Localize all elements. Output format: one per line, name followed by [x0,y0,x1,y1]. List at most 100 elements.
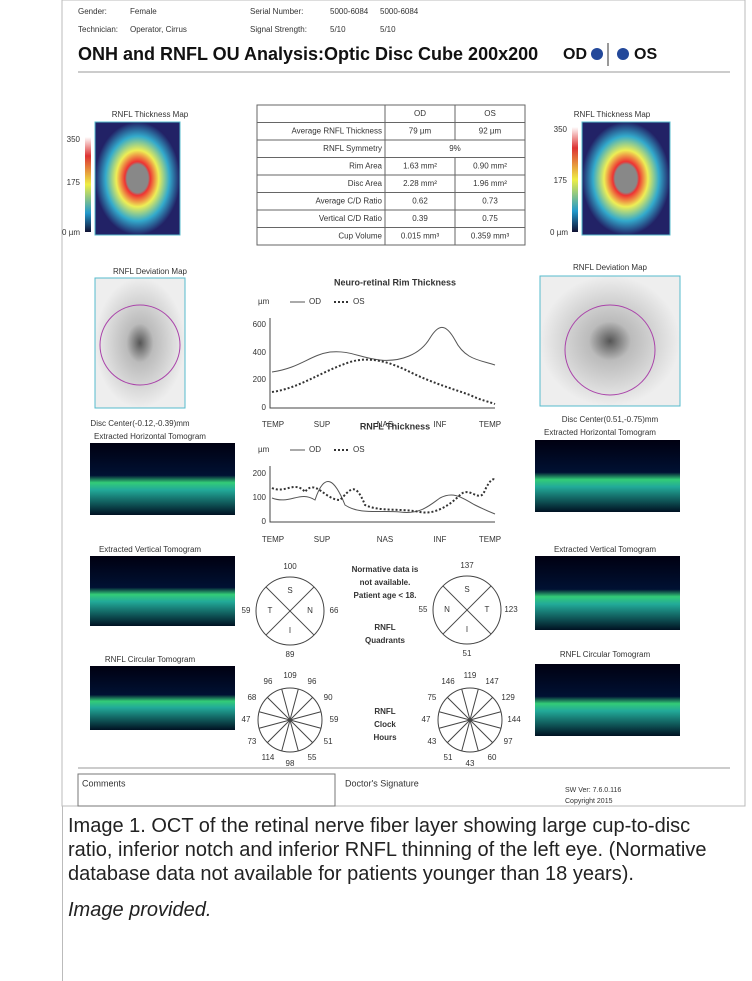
tomogram-label: RNFL Circular Tomogram [560,650,651,659]
legend-text: OD [309,297,321,306]
x-label: SUP [314,535,330,544]
quadrant-letter: N [444,605,450,614]
tomogram-label: Extracted Horizontal Tomogram [94,432,206,441]
clock-value: 47 [422,715,431,724]
disc-center: Disc Center(0.51,-0.75)mm [562,415,659,424]
header-text: 5/10 [330,25,346,34]
quadrant-letter: T [485,605,490,614]
cell: 0.39 [412,214,428,223]
clock-value: 73 [247,737,256,746]
quadrant-letter: S [287,586,292,595]
row-label: Cup Volume [338,231,382,240]
cell: 9% [449,144,461,153]
header-text: 5000-6084 [330,7,369,16]
cell: 92 µm [479,126,502,135]
clock-value: 114 [262,753,275,762]
header-text: Female [130,7,157,16]
version: SW Ver: 7.6.0.116 [565,787,621,794]
x-label: TEMP [262,420,284,429]
report-figure: Gender: Female Serial Number: 5000-6084 … [0,0,752,810]
note: Normative data is [352,565,419,574]
row-label: Vertical C/D Ratio [319,214,383,223]
tick-label: 400 [253,348,267,357]
note: not available. [360,578,411,587]
header-text: 5000-6084 [380,7,419,16]
quadrant-label: Quadrants [365,636,406,645]
cell: 0.90 mm² [473,161,507,170]
tomogram-label: Extracted Horizontal Tomogram [544,428,656,437]
color-scale [85,137,91,232]
cell: 0.75 [482,214,498,223]
credit: Image provided. [68,898,718,922]
quadrant-value: 100 [283,562,297,571]
clock-value: 144 [507,715,521,724]
clock-value: 98 [286,759,295,768]
caption-block: Image 1. OCT of the retinal nerve fiber … [68,814,718,934]
clock-value: 47 [242,715,251,724]
quadrant-value: 59 [242,606,251,615]
cell: 79 µm [409,126,432,135]
clock-value: 51 [444,753,453,762]
signature: Doctor's Signature [345,778,419,788]
table-header: OS [484,109,496,118]
quadrant-letter: T [268,606,273,615]
tomogram-image [90,556,235,626]
clock-value: 55 [308,753,317,762]
tick-label: 600 [253,320,267,329]
quadrant-value: 89 [286,650,295,659]
clock-value: 97 [504,737,513,746]
quadrant-letter: S [464,585,469,594]
map-label: RNFL Deviation Map [573,263,648,272]
tomogram-label: Extracted Vertical Tomogram [99,545,201,554]
header-text: Technician: [78,25,118,34]
clock-value: 90 [324,693,333,702]
clock-value: 96 [308,677,317,686]
disc-center: Disc Center(-0.12,-0.39)mm [90,419,189,428]
clock-value: 43 [466,759,475,768]
quadrant-label: RNFL [374,623,395,632]
tick-label: 200 [253,469,267,478]
quadrant-letter: I [466,625,468,634]
header-text: Operator, Cirrus [130,25,187,34]
page: { "header":{"rows":[["Gender:","Female",… [0,0,752,981]
cell: 0.015 mm³ [401,231,440,240]
clock-value: 129 [501,693,515,702]
tick-label: 100 [253,493,267,502]
table-header: OD [414,109,426,118]
clock-value: 96 [264,677,273,686]
report-title: ONH and RNFL OU Analysis:Optic Disc Cube… [78,44,538,64]
thickness-map-image [95,122,180,235]
quadrant-value: 51 [463,649,472,658]
tomogram-image [535,440,680,512]
quadrant-letter: N [307,606,313,615]
legend-text: OD [309,445,321,454]
quadrant-value: 123 [504,605,518,614]
map-label: RNFL Thickness Map [112,110,189,119]
tick-label: 0 [262,517,267,526]
cell: 2.28 mm² [403,179,437,188]
cell: 0.73 [482,196,498,205]
eye-dot [591,48,603,60]
unit: µm [258,445,270,454]
tomogram-image [90,443,235,515]
tomogram-image [535,664,680,736]
quadrant-value: 137 [460,561,474,570]
clock-value: 51 [324,737,333,746]
chart-title: Neuro-retinal Rim Thickness [334,277,456,287]
cell: 1.63 mm² [403,161,437,170]
clock-value: 60 [488,753,497,762]
scale-label: 350 [67,135,81,144]
x-label: SUP [314,420,330,429]
chart-title: RNFL Thickness [360,421,430,431]
clock-value: 147 [485,677,499,686]
eye-os: OS [634,46,657,63]
header-text: Serial Number: [250,7,303,16]
tick-label: 200 [253,375,267,384]
clock-label: Hours [373,733,397,742]
clock-value: 75 [427,693,436,702]
x-label: INF [434,535,447,544]
eye-od: OD [563,46,587,63]
copyright: Copyright 2015 [565,798,613,805]
scale-label: 175 [67,178,81,187]
caption: Image 1. OCT of the retinal nerve fiber … [68,814,718,886]
